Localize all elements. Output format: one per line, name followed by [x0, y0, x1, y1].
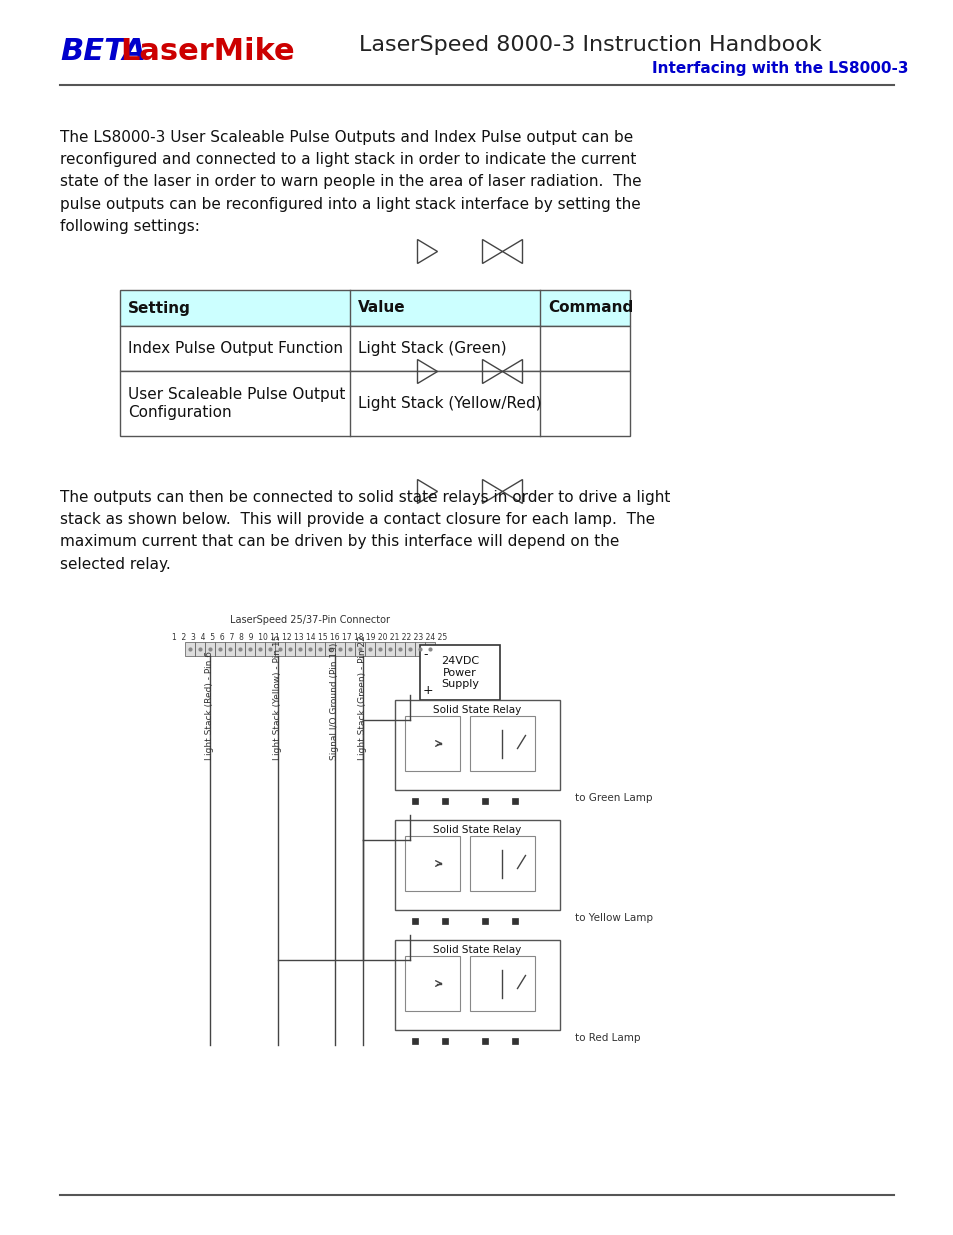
Bar	[385, 642, 395, 656]
Bar	[441, 918, 448, 924]
Bar	[120, 370, 629, 436]
Bar	[512, 918, 517, 924]
Bar	[405, 836, 459, 890]
Text: LaserMike: LaserMike	[120, 37, 294, 67]
Text: Command: Command	[547, 300, 633, 315]
Bar	[481, 918, 488, 924]
Bar	[274, 642, 285, 656]
Text: The outputs can then be connected to solid state relays in order to drive a ligh: The outputs can then be connected to sol…	[60, 490, 670, 572]
Text: Interfacing with the LS8000-3: Interfacing with the LS8000-3	[651, 61, 907, 75]
Bar	[314, 642, 325, 656]
Bar	[419, 645, 499, 700]
Bar	[305, 642, 314, 656]
Bar	[395, 642, 405, 656]
Text: Light Stack (Green): Light Stack (Green)	[357, 341, 506, 356]
Text: to Yellow Lamp: to Yellow Lamp	[575, 913, 652, 923]
Bar	[512, 798, 517, 804]
Text: User Scaleable Pulse Output
Configuration: User Scaleable Pulse Output Configuratio…	[128, 388, 345, 420]
Text: Solid State Relay: Solid State Relay	[433, 945, 521, 955]
Bar	[395, 700, 559, 790]
Bar	[285, 642, 294, 656]
Text: Light Stack (Yellow) - Pin 15: Light Stack (Yellow) - Pin 15	[274, 635, 282, 760]
Text: LaserSpeed 8000-3 Instruction Handbook: LaserSpeed 8000-3 Instruction Handbook	[358, 35, 821, 56]
Bar	[214, 642, 225, 656]
Text: to Green Lamp: to Green Lamp	[575, 793, 652, 803]
Text: The LS8000-3 User Scaleable Pulse Outputs and Index Pulse output can be
reconfig: The LS8000-3 User Scaleable Pulse Output…	[60, 130, 641, 233]
Bar	[294, 642, 305, 656]
Bar	[412, 1037, 417, 1044]
Text: Light Stack (Yellow/Red): Light Stack (Yellow/Red)	[357, 396, 541, 411]
Bar	[234, 642, 245, 656]
Bar	[481, 798, 488, 804]
Bar	[245, 642, 254, 656]
Bar	[415, 642, 424, 656]
Bar	[405, 716, 459, 771]
Text: LaserSpeed 25/37-Pin Connector: LaserSpeed 25/37-Pin Connector	[230, 615, 390, 625]
Bar	[120, 290, 629, 326]
Bar	[225, 642, 234, 656]
Text: -: -	[422, 648, 427, 662]
Bar	[194, 642, 205, 656]
Bar	[345, 642, 355, 656]
Bar	[481, 1037, 488, 1044]
Bar	[412, 918, 417, 924]
Bar	[395, 940, 559, 1030]
Text: Value: Value	[357, 300, 405, 315]
Text: Light Stack (Green) - Pin 22: Light Stack (Green) - Pin 22	[358, 635, 367, 760]
Bar	[365, 642, 375, 656]
Bar	[424, 642, 435, 656]
Bar	[470, 956, 535, 1011]
Bar	[412, 798, 417, 804]
Bar	[120, 326, 629, 370]
Bar	[355, 642, 365, 656]
Bar	[441, 1037, 448, 1044]
Text: BETA: BETA	[60, 37, 146, 67]
Bar	[254, 642, 265, 656]
Bar	[470, 716, 535, 771]
Text: Setting: Setting	[128, 300, 191, 315]
Bar	[185, 642, 194, 656]
Text: 1  2  3  4  5  6  7  8  9  10 11 12 13 14 15 16 17 18 19 20 21 22 23 24 25: 1 2 3 4 5 6 7 8 9 10 11 12 13 14 15 16 1…	[172, 634, 447, 642]
Bar	[512, 1037, 517, 1044]
Bar	[405, 642, 415, 656]
Text: Signal I/O Ground (Pin 19): Signal I/O Ground (Pin 19)	[330, 642, 339, 760]
Text: to Red Lamp: to Red Lamp	[575, 1032, 639, 1044]
Bar	[265, 642, 274, 656]
Bar	[375, 642, 385, 656]
Bar	[335, 642, 345, 656]
Text: +: +	[422, 683, 434, 697]
Bar	[395, 820, 559, 910]
Bar	[405, 956, 459, 1011]
Text: Index Pulse Output Function: Index Pulse Output Function	[128, 341, 343, 356]
Text: Light Stack (Red) - Pin 6: Light Stack (Red) - Pin 6	[205, 651, 214, 760]
Bar	[325, 642, 335, 656]
Bar	[441, 798, 448, 804]
Text: Solid State Relay: Solid State Relay	[433, 825, 521, 835]
Text: Solid State Relay: Solid State Relay	[433, 705, 521, 715]
Bar	[205, 642, 214, 656]
Text: 24VDC
Power
Supply: 24VDC Power Supply	[440, 656, 478, 689]
Bar	[470, 836, 535, 890]
